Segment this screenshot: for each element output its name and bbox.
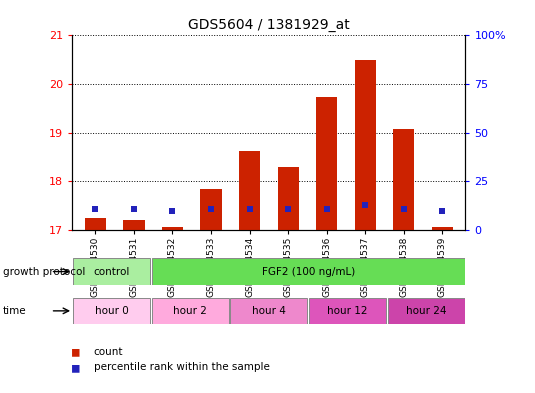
Title: GDS5604 / 1381929_at: GDS5604 / 1381929_at <box>188 18 350 31</box>
Text: hour 12: hour 12 <box>327 306 368 316</box>
Text: ■: ■ <box>72 361 80 374</box>
Text: hour 24: hour 24 <box>406 306 446 316</box>
Text: count: count <box>94 347 123 357</box>
Bar <box>316 97 337 230</box>
Bar <box>151 298 229 324</box>
Bar <box>239 151 260 230</box>
Text: FGF2 (100 ng/mL): FGF2 (100 ng/mL) <box>262 266 355 277</box>
Text: percentile rank within the sample: percentile rank within the sample <box>94 362 270 373</box>
Bar <box>387 298 465 324</box>
Bar <box>151 258 465 285</box>
Text: hour 0: hour 0 <box>95 306 128 316</box>
Bar <box>230 298 308 324</box>
Bar <box>162 228 183 230</box>
Bar <box>393 129 415 230</box>
Bar <box>355 60 376 230</box>
Bar <box>309 298 386 324</box>
Text: ■: ■ <box>72 345 80 358</box>
Bar <box>85 218 106 230</box>
Text: time: time <box>3 306 26 316</box>
Bar <box>432 228 453 230</box>
Text: control: control <box>94 266 129 277</box>
Bar <box>73 258 150 285</box>
Bar <box>201 189 221 230</box>
Text: hour 4: hour 4 <box>252 306 286 316</box>
Bar <box>73 298 150 324</box>
Text: growth protocol: growth protocol <box>3 266 85 277</box>
Text: hour 2: hour 2 <box>173 306 207 316</box>
Bar <box>123 220 144 230</box>
Bar <box>278 167 299 230</box>
